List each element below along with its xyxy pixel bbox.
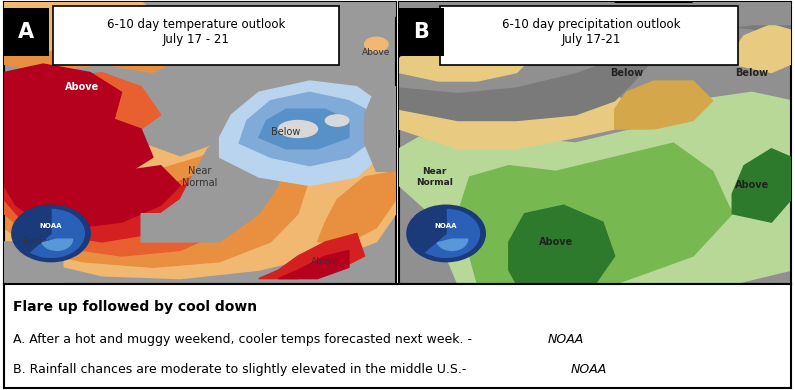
Polygon shape bbox=[4, 101, 376, 278]
Polygon shape bbox=[219, 2, 396, 30]
Text: B. Rainfall chances are moderate to slightly elevated in the middle U.S.-: B. Rainfall chances are moderate to slig… bbox=[14, 363, 471, 376]
Wedge shape bbox=[407, 205, 485, 262]
Polygon shape bbox=[399, 7, 791, 121]
Polygon shape bbox=[509, 205, 615, 284]
Ellipse shape bbox=[278, 121, 317, 137]
Polygon shape bbox=[399, 2, 615, 53]
Wedge shape bbox=[17, 209, 51, 252]
Polygon shape bbox=[4, 242, 63, 284]
Text: NOAA: NOAA bbox=[548, 333, 584, 346]
Polygon shape bbox=[142, 129, 278, 242]
Text: Near
Normal: Near Normal bbox=[416, 167, 453, 187]
Text: NOAA: NOAA bbox=[435, 223, 457, 229]
Ellipse shape bbox=[365, 37, 388, 51]
Text: Near
Normal: Near Normal bbox=[182, 166, 218, 188]
Polygon shape bbox=[298, 157, 396, 256]
Polygon shape bbox=[4, 73, 161, 129]
Text: NOAA: NOAA bbox=[571, 363, 607, 376]
Polygon shape bbox=[399, 30, 537, 81]
Polygon shape bbox=[419, 92, 791, 284]
Text: Above: Above bbox=[363, 48, 390, 57]
Ellipse shape bbox=[325, 115, 349, 126]
Text: Below: Below bbox=[735, 67, 769, 78]
Text: 6-10 day temperature outlook
July 17 - 21: 6-10 day temperature outlook July 17 - 2… bbox=[107, 18, 285, 46]
Polygon shape bbox=[219, 81, 388, 186]
Text: 6-10 day precipitation outlook
July 17-21: 6-10 day precipitation outlook July 17-2… bbox=[502, 18, 681, 46]
FancyBboxPatch shape bbox=[440, 6, 738, 66]
Polygon shape bbox=[458, 143, 732, 284]
FancyBboxPatch shape bbox=[4, 7, 49, 56]
Polygon shape bbox=[4, 109, 153, 186]
Text: Above: Above bbox=[539, 237, 573, 247]
Text: Below: Below bbox=[610, 67, 643, 78]
Text: B: B bbox=[413, 21, 429, 42]
Text: Above: Above bbox=[65, 82, 99, 92]
Polygon shape bbox=[4, 25, 180, 73]
Polygon shape bbox=[258, 109, 349, 149]
Polygon shape bbox=[4, 2, 239, 44]
Polygon shape bbox=[317, 171, 396, 242]
Polygon shape bbox=[693, 2, 791, 30]
Polygon shape bbox=[399, 137, 458, 214]
Polygon shape bbox=[732, 149, 791, 222]
Text: A. After a hot and muggy weekend, cooler temps forecasted next week. -: A. After a hot and muggy weekend, cooler… bbox=[14, 333, 476, 346]
Wedge shape bbox=[12, 205, 90, 262]
Polygon shape bbox=[258, 234, 365, 278]
Text: Above: Above bbox=[735, 181, 769, 190]
Text: Below: Below bbox=[272, 127, 301, 137]
Polygon shape bbox=[399, 81, 634, 149]
Wedge shape bbox=[42, 239, 72, 250]
Text: Above: Above bbox=[311, 257, 339, 266]
Wedge shape bbox=[437, 239, 467, 250]
FancyBboxPatch shape bbox=[53, 6, 339, 66]
Polygon shape bbox=[239, 92, 376, 166]
Text: NOAA: NOAA bbox=[40, 223, 62, 229]
Text: A: A bbox=[18, 21, 34, 42]
Text: Below: Below bbox=[21, 238, 49, 246]
Polygon shape bbox=[365, 87, 396, 171]
Polygon shape bbox=[4, 2, 161, 53]
Polygon shape bbox=[4, 137, 310, 267]
Polygon shape bbox=[278, 250, 349, 278]
Wedge shape bbox=[413, 209, 446, 252]
FancyBboxPatch shape bbox=[399, 7, 444, 56]
Polygon shape bbox=[4, 177, 219, 242]
Wedge shape bbox=[425, 209, 479, 257]
Polygon shape bbox=[615, 81, 712, 129]
Polygon shape bbox=[4, 157, 180, 228]
Polygon shape bbox=[399, 25, 791, 92]
Polygon shape bbox=[4, 166, 258, 256]
Polygon shape bbox=[732, 25, 791, 73]
Wedge shape bbox=[29, 209, 84, 257]
Text: Flare up followed by cool down: Flare up followed by cool down bbox=[14, 300, 258, 314]
Polygon shape bbox=[4, 64, 122, 143]
